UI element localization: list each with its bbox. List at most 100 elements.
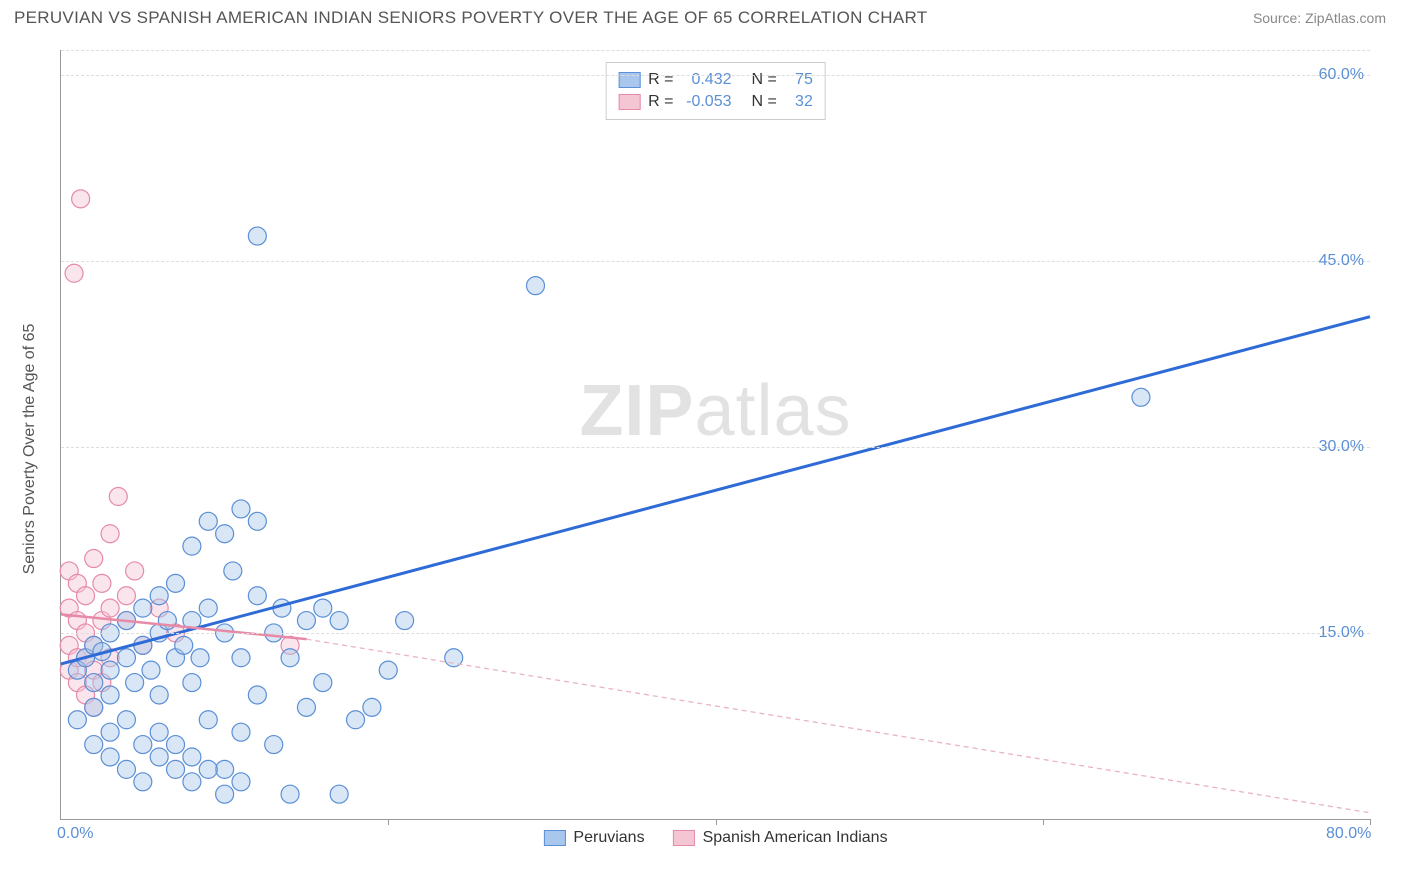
trend-line bbox=[306, 639, 1370, 813]
data-point bbox=[199, 599, 217, 617]
legend-label: Peruvians bbox=[573, 829, 644, 847]
source-label: Source: ZipAtlas.com bbox=[1253, 10, 1386, 26]
n-label: N = bbox=[752, 71, 777, 89]
data-point bbox=[248, 512, 266, 530]
gridline bbox=[61, 75, 1370, 76]
legend-swatch bbox=[673, 830, 695, 846]
data-point bbox=[101, 686, 119, 704]
chart-title: PERUVIAN VS SPANISH AMERICAN INDIAN SENI… bbox=[14, 8, 927, 28]
plot-svg bbox=[61, 50, 1370, 819]
data-point bbox=[314, 599, 332, 617]
data-point bbox=[134, 599, 152, 617]
n-value: 32 bbox=[785, 93, 813, 111]
data-point bbox=[216, 760, 234, 778]
data-point bbox=[216, 525, 234, 543]
plot-area: ZIPatlas R =0.432N =75R =-0.053N =32 Per… bbox=[60, 50, 1370, 820]
data-point bbox=[199, 512, 217, 530]
n-value: 75 bbox=[785, 71, 813, 89]
data-point bbox=[150, 686, 168, 704]
r-value: -0.053 bbox=[682, 93, 732, 111]
data-point bbox=[134, 736, 152, 754]
data-point bbox=[117, 711, 135, 729]
data-point bbox=[232, 723, 250, 741]
data-point bbox=[117, 649, 135, 667]
r-value: 0.432 bbox=[682, 71, 732, 89]
data-point bbox=[101, 599, 119, 617]
data-point bbox=[224, 562, 242, 580]
gridline bbox=[61, 261, 1370, 262]
data-point bbox=[527, 277, 545, 295]
data-point bbox=[167, 736, 185, 754]
data-point bbox=[265, 736, 283, 754]
x-tick bbox=[388, 819, 389, 825]
data-point bbox=[85, 736, 103, 754]
data-point bbox=[134, 773, 152, 791]
data-point bbox=[330, 785, 348, 803]
trend-line bbox=[61, 317, 1370, 664]
data-point bbox=[363, 698, 381, 716]
gridline bbox=[61, 447, 1370, 448]
data-point bbox=[117, 587, 135, 605]
data-point bbox=[109, 488, 127, 506]
data-point bbox=[68, 711, 86, 729]
data-point bbox=[126, 674, 144, 692]
data-point bbox=[347, 711, 365, 729]
data-point bbox=[216, 785, 234, 803]
legend-swatch bbox=[618, 94, 640, 110]
chart-container: Seniors Poverty Over the Age of 65 ZIPat… bbox=[50, 40, 1390, 840]
data-point bbox=[65, 264, 83, 282]
y-tick-label: 15.0% bbox=[1319, 624, 1364, 642]
x-tick bbox=[1043, 819, 1044, 825]
y-tick-label: 45.0% bbox=[1319, 252, 1364, 270]
data-point bbox=[150, 587, 168, 605]
data-point bbox=[183, 537, 201, 555]
data-point bbox=[297, 612, 315, 630]
data-point bbox=[167, 760, 185, 778]
data-point bbox=[199, 711, 217, 729]
legend-top: R = 0.432 N = 75 R = -0.053 N = 32 bbox=[605, 62, 826, 120]
data-point bbox=[101, 525, 119, 543]
data-point bbox=[117, 760, 135, 778]
data-point bbox=[72, 190, 90, 208]
y-tick-label: 60.0% bbox=[1319, 66, 1364, 84]
data-point bbox=[281, 785, 299, 803]
data-point bbox=[183, 674, 201, 692]
legend-stat-row: R =0.432N =75 bbox=[618, 69, 813, 91]
legend-stat-row: R = -0.053 N = 32 bbox=[618, 91, 813, 113]
legend-swatch bbox=[543, 830, 565, 846]
data-point bbox=[77, 587, 95, 605]
data-point bbox=[167, 574, 185, 592]
data-point bbox=[1132, 388, 1150, 406]
data-point bbox=[183, 748, 201, 766]
data-point bbox=[379, 661, 397, 679]
data-point bbox=[93, 574, 111, 592]
data-point bbox=[85, 550, 103, 568]
data-point bbox=[330, 612, 348, 630]
data-point bbox=[101, 661, 119, 679]
data-point bbox=[126, 562, 144, 580]
data-point bbox=[281, 649, 299, 667]
data-point bbox=[232, 649, 250, 667]
legend-label: Spanish American Indians bbox=[703, 829, 888, 847]
data-point bbox=[150, 723, 168, 741]
data-point bbox=[297, 698, 315, 716]
data-point bbox=[232, 773, 250, 791]
x-tick-label: 80.0% bbox=[1326, 825, 1371, 843]
gridline bbox=[61, 633, 1370, 634]
data-point bbox=[314, 674, 332, 692]
legend-bottom: Peruvians Spanish American Indians bbox=[543, 829, 887, 847]
data-point bbox=[232, 500, 250, 518]
r-label: R = bbox=[648, 93, 673, 111]
data-point bbox=[199, 760, 217, 778]
data-point bbox=[85, 698, 103, 716]
legend-item: Peruvians bbox=[543, 829, 644, 847]
x-tick-label: 0.0% bbox=[57, 825, 93, 843]
data-point bbox=[175, 636, 193, 654]
legend-item: Spanish American Indians bbox=[673, 829, 888, 847]
data-point bbox=[183, 773, 201, 791]
x-tick bbox=[716, 819, 717, 825]
data-point bbox=[191, 649, 209, 667]
data-point bbox=[248, 587, 266, 605]
data-point bbox=[101, 723, 119, 741]
n-label: N = bbox=[752, 93, 777, 111]
